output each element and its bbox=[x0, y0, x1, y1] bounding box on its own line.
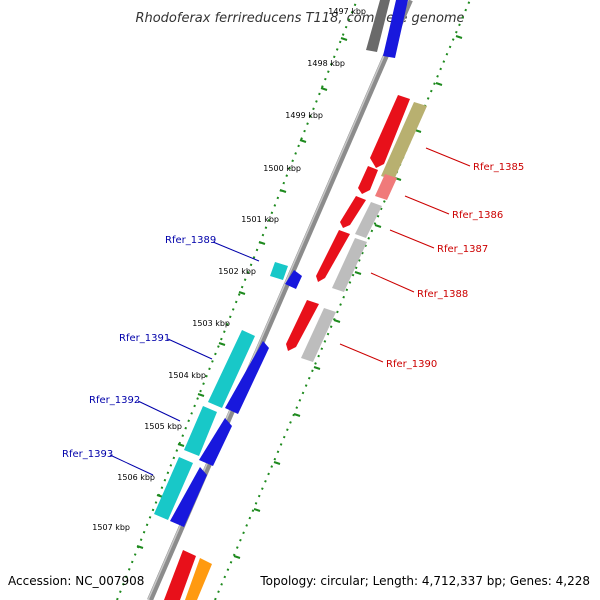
scale-label: 1506 kbp bbox=[117, 473, 155, 482]
gene-arrow-red[interactable] bbox=[164, 550, 196, 600]
gene-label-rfer-1385[interactable]: Rfer_1385 bbox=[473, 162, 524, 173]
scale-label: 1499 kbp bbox=[285, 111, 323, 120]
gene-block-olive[interactable] bbox=[381, 102, 427, 180]
gene-block-gray[interactable] bbox=[332, 238, 367, 292]
gene-arrow-darkgray[interactable] bbox=[366, 0, 390, 52]
accession-text: Accession: NC_007908 bbox=[8, 574, 145, 588]
scale-label: 1502 kbp bbox=[218, 267, 256, 276]
gene-label-rfer-1387[interactable]: Rfer_1387 bbox=[437, 244, 488, 255]
scale-label: 1505 kbp bbox=[144, 422, 182, 431]
gene-arrow-blue[interactable] bbox=[383, 0, 408, 58]
map-title: Rhodoferax ferrireducens T118, complete … bbox=[135, 11, 464, 26]
reverse-gene-labels: Rfer_1389 Rfer_1391 Rfer_1392 Rfer_1393 bbox=[62, 235, 260, 476]
left-scale-track bbox=[116, 0, 358, 600]
gene-label-rfer-1388[interactable]: Rfer_1388 bbox=[417, 289, 468, 300]
scale-label: 1501 kbp bbox=[241, 215, 279, 224]
scale-label: 1497 kbp bbox=[328, 7, 366, 16]
gene-label-rfer-1392[interactable]: Rfer_1392 bbox=[89, 395, 140, 406]
gene-label-rfer-1386[interactable]: Rfer_1386 bbox=[452, 210, 503, 221]
scale-labels: 1497 kbp 1498 kbp 1499 kbp 1500 kbp 1501… bbox=[92, 7, 366, 532]
scale-label: 1507 kbp bbox=[92, 523, 130, 532]
gene-block-cyan[interactable] bbox=[184, 406, 217, 456]
scale-label: 1504 kbp bbox=[168, 371, 206, 380]
gene-arrow-red[interactable] bbox=[370, 95, 410, 168]
scale-label: 1503 kbp bbox=[192, 319, 230, 328]
scale-label: 1500 kbp bbox=[263, 164, 301, 173]
reverse-genes bbox=[154, 262, 302, 527]
gene-label-rfer-1391[interactable]: Rfer_1391 bbox=[119, 333, 170, 344]
gene-arrow-blue[interactable] bbox=[199, 418, 232, 466]
gene-label-rfer-1389[interactable]: Rfer_1389 bbox=[165, 235, 216, 246]
forward-genes bbox=[164, 0, 427, 600]
gene-arrow-red[interactable] bbox=[358, 166, 378, 194]
gene-arrow-blue[interactable] bbox=[285, 270, 302, 289]
forward-gene-labels: Rfer_1385 Rfer_1386 Rfer_1387 Rfer_1388 … bbox=[339, 147, 524, 370]
gene-block-cyan[interactable] bbox=[208, 330, 255, 408]
gene-arrow-red[interactable] bbox=[316, 230, 350, 282]
gene-block-pink[interactable] bbox=[375, 174, 397, 200]
gene-block-orange[interactable] bbox=[185, 558, 212, 600]
gene-label-rfer-1393[interactable]: Rfer_1393 bbox=[62, 449, 113, 460]
gene-block-gray[interactable] bbox=[355, 202, 382, 238]
topology-text: Topology: circular; Length: 4,712,337 bp… bbox=[260, 574, 590, 588]
gene-block-gray[interactable] bbox=[301, 308, 336, 362]
gene-block-cyan[interactable] bbox=[270, 262, 288, 280]
gene-block-cyan[interactable] bbox=[154, 457, 193, 520]
right-scale-track bbox=[214, 0, 471, 600]
gene-arrow-blue[interactable] bbox=[170, 467, 207, 527]
gene-arrow-blue[interactable] bbox=[225, 341, 269, 414]
gene-arrow-red[interactable] bbox=[286, 300, 319, 351]
gene-arrow-red[interactable] bbox=[340, 196, 366, 228]
gene-label-rfer-1390[interactable]: Rfer_1390 bbox=[386, 359, 437, 370]
scale-label: 1498 kbp bbox=[307, 59, 345, 68]
